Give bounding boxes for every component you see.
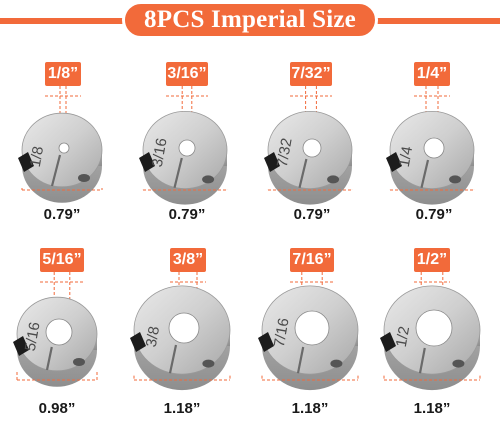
- bore-size-label: 7/32”: [290, 62, 332, 86]
- outer-diameter-label: 0.79”: [293, 206, 331, 223]
- bore-size-label: 3/16”: [166, 62, 208, 86]
- engraved-size-text: 3/16: [149, 137, 171, 169]
- bore-size-label: 7/16”: [290, 248, 334, 272]
- outer-diameter-label: 0.98”: [38, 400, 76, 417]
- outer-diameter-label: 0.79”: [415, 206, 453, 223]
- page-title: 8PCS Imperial Size: [144, 6, 356, 33]
- engraved-size-text: 5/16: [22, 321, 44, 353]
- outer-diameter-label: 1.18”: [413, 400, 451, 417]
- outer-diameter-label: 0.79”: [43, 206, 81, 223]
- engraved-size-text: 1/2: [393, 325, 413, 348]
- engraved-size-text: 7/32: [274, 137, 296, 169]
- bore-size-label: 1/2”: [414, 248, 450, 272]
- title-pill: 8PCS Imperial Size: [122, 1, 378, 39]
- bore-size-label: 5/16”: [40, 248, 84, 272]
- outer-diameter-label: 0.79”: [168, 206, 206, 223]
- engraved-size-text: 3/8: [143, 325, 163, 348]
- engraved-size-text: 1/4: [396, 145, 416, 168]
- bore-size-label: 3/8”: [170, 248, 206, 272]
- bore-size-label: 1/8”: [45, 62, 81, 86]
- outer-diameter-label: 1.18”: [163, 400, 201, 417]
- bore-size-label: 1/4”: [414, 62, 450, 86]
- engraved-size-text: 1/8: [27, 145, 47, 168]
- outer-diameter-label: 1.18”: [291, 400, 329, 417]
- engraved-size-text: 7/16: [271, 317, 293, 349]
